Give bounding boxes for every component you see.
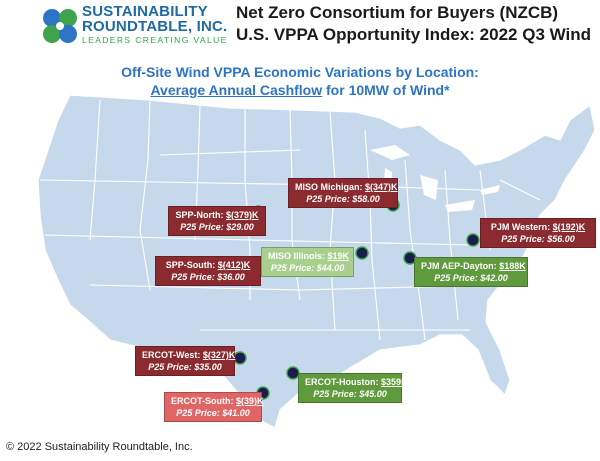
location-p25-price: P25 Price: $44.00 [270,263,345,273]
location-p25-price: P25 Price: $45.00 [313,389,387,399]
location-label-spp-south: SPP-South: $(412)K P25 Price: $36.00 [155,256,261,286]
location-name: ERCOT-West: [142,350,203,360]
wind-turbine-icon [466,233,480,247]
location-cashflow: $(379)K [225,210,259,220]
subtitle-line2: Average Annual Cashflow for 10MW of Wind… [0,81,600,99]
location-label-pjm-aep-dayton: PJM AEP-Dayton: $188K P25 Price: $42.00 [414,257,528,287]
location-label-ercot-houston: ERCOT-Houston: $359K P25 Price: $45.00 [298,373,408,403]
page-title-line2: U.S. VPPA Opportunity Index: 2022 Q3 Win… [236,25,592,44]
logo-name-line2: ROUNDTABLE, INC. [82,18,228,35]
location-cashflow: $188K [499,261,526,271]
location-label-ercot-south: ERCOT-South: $(39)K P25 Price: $41.00 [164,392,264,422]
location-cashflow: $19K [327,251,350,261]
location-cashflow: $359K [381,377,408,387]
location-cashflow: $(327)K [202,350,236,360]
location-label-spp-north: SPP-North: $(379)K P25 Price: $29.00 [168,206,266,236]
wind-turbine-icon [355,246,369,260]
location-label-pjm-western: PJM Western: $(192)K P25 Price: $56.00 [480,218,596,248]
header: SUSTAINABILITY ROUNDTABLE, INC. LEADERS … [0,0,600,56]
location-p25-price: P25 Price: $35.00 [148,362,222,372]
page-title-line1: Net Zero Consortium for Buyers (NZCB) [236,3,559,22]
location-p25-price: P25 Price: $42.00 [434,273,508,283]
logo-name: SUSTAINABILITY ROUNDTABLE, INC. [82,4,227,34]
location-p25-price: P25 Price: $41.00 [176,408,250,418]
logo-tagline: LEADERS CREATING VALUE [82,35,228,45]
location-p25-price: P25 Price: $29.00 [180,222,254,232]
leaf-logo-icon [43,9,77,43]
location-name: SPP-South: [165,260,218,270]
location-label-ercot-west: ERCOT-West: $(327)K P25 Price: $35.00 [135,346,235,376]
location-name: MISO Michigan: [295,182,366,192]
location-name: PJM Western: [490,222,553,232]
location-cashflow: $(347)K [365,182,398,192]
subtitle-line1: Off-Site Wind VPPA Economic Variations b… [121,64,479,80]
sustainability-roundtable-logo[interactable]: SUSTAINABILITY ROUNDTABLE, INC. LEADERS … [40,4,227,52]
location-p25-price: P25 Price: $36.00 [171,272,245,282]
location-p25-price: P25 Price: $56.00 [501,234,575,244]
location-name: ERCOT-South: [171,396,236,406]
copyright-footer: © 2022 Sustainability Roundtable, Inc. [6,441,193,453]
location-name: MISO Illinois: [268,251,328,261]
location-p25-price: P25 Price: $58.00 [306,194,380,204]
location-cashflow: $(39)K [236,396,264,406]
location-name: SPP-North: [175,210,226,220]
wind-turbine-icon [233,351,247,365]
logo-name-line1: SUSTAINABILITY [82,3,208,20]
location-name: PJM AEP-Dayton: [421,261,500,271]
location-cashflow: $(192)K [552,222,586,232]
map-subtitle: Off-Site Wind VPPA Economic Variations b… [0,63,600,99]
page-title: Net Zero Consortium for Buyers (NZCB) U.… [236,2,591,46]
subtitle-underlined: Average Annual Cashflow [150,82,323,98]
location-label-miso-michigan: MISO Michigan: $(347)K P25 Price: $58.00 [288,178,398,208]
location-name: ERCOT-Houston: [305,377,381,387]
location-label-miso-illinois: MISO Illinois: $19K P25 Price: $44.00 [261,247,354,277]
subtitle-rest: for 10MW of Wind* [322,82,450,98]
location-cashflow: $(412)K [217,260,251,270]
